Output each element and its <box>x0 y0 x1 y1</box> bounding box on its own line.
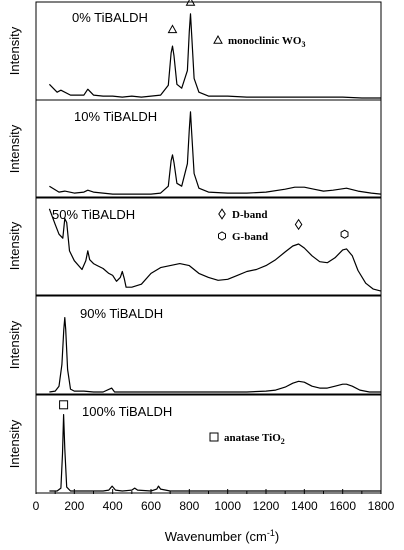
spectrum-line <box>49 111 382 195</box>
sample-label: 10% TiBALDH <box>74 109 157 124</box>
x-tick-label: 200 <box>64 499 84 513</box>
square-legend-symbol <box>209 432 219 442</box>
hexagon-legend-symbol <box>218 231 226 241</box>
x-tick-label: 0 <box>33 499 40 513</box>
x-tick-label: 1400 <box>291 499 318 513</box>
sample-label: 50% TiBALDH <box>52 207 135 222</box>
triangle-peak-marker <box>167 24 178 34</box>
y-axis-label: Intensity <box>7 221 22 270</box>
spectrum-line <box>49 414 381 492</box>
sample-label: 90% TiBALDH <box>80 306 163 321</box>
y-axis-label: Intensity <box>7 124 22 173</box>
x-tick-label: 800 <box>179 499 199 513</box>
legend-text: anatase TiO2 <box>224 432 285 446</box>
y-axis-label: Intensity <box>7 26 22 75</box>
x-tick-label: 1000 <box>214 499 241 513</box>
y-axis-label: Intensity <box>7 419 22 468</box>
x-tick-label: 600 <box>141 499 161 513</box>
hexagon-peak-marker <box>340 229 349 239</box>
diamond-legend-symbol <box>218 208 226 220</box>
spectrum-panel: Intensity 10% TiBALDH <box>7 99 382 199</box>
x-axis-label: Wavenumber (cm-1) <box>165 528 279 544</box>
x-tick-label: 1600 <box>329 499 356 513</box>
triangle-peak-marker <box>185 0 196 6</box>
sample-label: 100% TiBALDH <box>82 404 172 419</box>
x-tick-label: 1200 <box>253 499 280 513</box>
spectrum-line <box>48 13 381 99</box>
spectrum-panel: Intensity 100% TiBALDH anatase TiO2 <box>7 394 382 494</box>
square-peak-marker <box>59 400 69 410</box>
spectrum-line <box>49 317 381 393</box>
diamond-peak-marker <box>294 218 303 231</box>
panel-frame <box>35 295 382 395</box>
sample-label: 0% TiBALDH <box>72 10 148 25</box>
legend-text: D-band <box>232 209 267 221</box>
y-axis-label: Intensity <box>7 320 22 369</box>
legend-text: monoclinic WO3 <box>228 35 305 49</box>
x-tick-label: 400 <box>103 499 123 513</box>
panel-frame <box>35 99 382 199</box>
spectrum-panel: Intensity 50% TiBALDH D-band G-band <box>7 196 382 296</box>
panel-frame <box>35 196 382 296</box>
spectrum-panel: Intensity 0% TiBALDH monoclinic WO3 <box>7 0 382 101</box>
x-axis: 0 200 400 600 800 1000 1200 1400 1600 1800 <box>33 489 395 513</box>
spectrum-panel: Intensity 90% TiBALDH <box>7 295 382 395</box>
legend-text: G-band <box>232 231 268 243</box>
x-tick-label: 1800 <box>368 499 395 513</box>
triangle-legend-symbol <box>213 34 223 44</box>
spectrum-line <box>48 208 382 292</box>
